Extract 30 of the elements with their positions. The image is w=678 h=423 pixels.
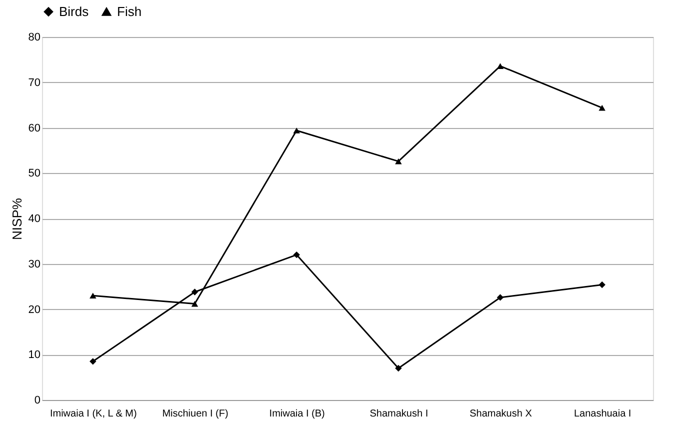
point xyxy=(598,281,606,288)
y-tick-label: 30 xyxy=(28,258,40,270)
point xyxy=(598,104,606,111)
y-tick-label: 0 xyxy=(34,394,40,406)
point xyxy=(293,251,300,258)
point xyxy=(496,294,504,301)
y-tick-label: 80 xyxy=(28,32,40,44)
x-tick-label: Shamakush X xyxy=(470,408,532,420)
y-tick-label: 20 xyxy=(28,304,40,316)
x-tick-label: Imiwaia I (B) xyxy=(269,408,325,420)
y-tick-label: 10 xyxy=(28,349,40,362)
y-tick-label: 70 xyxy=(28,76,40,89)
legend-label: Fish xyxy=(117,4,142,19)
y-tick-label: 40 xyxy=(28,213,40,225)
point xyxy=(191,288,198,296)
x-tick-label: Imiwaia I (K, L & M) xyxy=(50,408,137,420)
y-axis-title: NISP% xyxy=(9,198,24,240)
legend-label: Birds xyxy=(59,4,90,19)
point xyxy=(90,292,96,299)
point xyxy=(395,158,402,164)
point xyxy=(90,358,96,365)
y-tick-label: 60 xyxy=(28,122,40,134)
x-tick-label: Mischiuen I (F) xyxy=(162,408,228,420)
point xyxy=(395,364,402,372)
point xyxy=(496,63,504,69)
y-tick-label: 50 xyxy=(28,168,40,180)
point xyxy=(191,300,198,307)
x-tick-label: Lanashuaia I xyxy=(574,408,632,420)
point xyxy=(293,128,300,134)
x-tick-label: Shamakush I xyxy=(370,408,428,420)
